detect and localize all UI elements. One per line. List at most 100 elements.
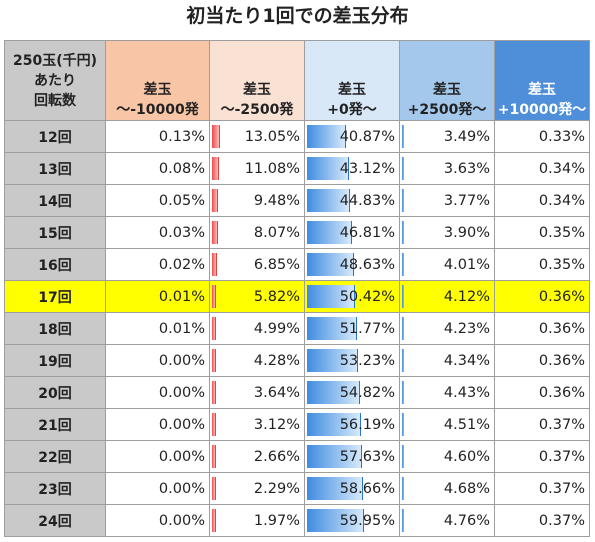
value-cell: 59.95%	[304, 504, 400, 537]
cell-value: 11.08%	[244, 160, 300, 177]
cell-value: 6.85%	[253, 256, 300, 273]
data-bar	[212, 189, 219, 212]
data-bar	[402, 125, 404, 148]
cell-value: 4.12%	[443, 288, 490, 305]
cell-value: 46.81%	[339, 224, 395, 241]
cell-value: 3.64%	[253, 384, 300, 401]
cell-value: 4.23%	[443, 320, 490, 337]
row-label: 15回	[4, 216, 106, 249]
data-bar	[307, 221, 352, 244]
cell-value: 0.35%	[538, 256, 585, 273]
value-cell: 4.60%	[399, 440, 495, 473]
table-row: 23回 0.00% 2.29% 58.66% 4.68% 0.37%	[4, 472, 590, 505]
value-cell: 51.77%	[304, 312, 400, 345]
cell-value: 8.07%	[253, 224, 300, 241]
value-cell: 6.85%	[209, 248, 305, 281]
value-cell: 46.81%	[304, 216, 400, 249]
cell-value: 54.82%	[339, 384, 395, 401]
header-col-3: 差玉 +0発～	[304, 40, 400, 121]
value-cell: 3.49%	[399, 120, 495, 153]
cell-value: 2.29%	[253, 480, 300, 497]
value-cell: 3.63%	[399, 152, 495, 185]
value-cell: 4.51%	[399, 408, 495, 441]
value-cell: 0.35%	[494, 216, 590, 249]
data-bar	[402, 413, 404, 436]
value-cell: 0.08%	[105, 152, 210, 185]
table-row: 16回 0.02% 6.85% 48.63% 4.01% 0.35%	[4, 248, 590, 281]
value-cell: 3.90%	[399, 216, 495, 249]
cell-value: 0.34%	[538, 192, 585, 209]
table-row: 14回 0.05% 9.48% 44.83% 3.77% 0.34%	[4, 184, 590, 217]
value-cell: 3.64%	[209, 376, 305, 409]
header-col-1-line1: 差玉	[143, 82, 172, 98]
cell-value: 57.63%	[339, 448, 395, 465]
cell-value: 0.00%	[158, 416, 205, 433]
value-cell: 0.35%	[494, 248, 590, 281]
cell-value: 44.83%	[339, 192, 395, 209]
cell-value: 43.12%	[339, 160, 395, 177]
cell-value: 0.01%	[158, 320, 205, 337]
value-cell: 0.37%	[494, 504, 590, 537]
value-cell: 5.82%	[209, 280, 305, 313]
cell-value: 0.37%	[538, 448, 585, 465]
cell-value: 0.05%	[158, 192, 205, 209]
table-row: 12回 0.13% 13.05% 40.87% 3.49% 0.33%	[4, 120, 590, 153]
cell-value: 4.68%	[443, 480, 490, 497]
value-cell: 0.05%	[105, 184, 210, 217]
header-spins: 250玉(千円) あたり 回転数	[4, 40, 106, 121]
table-row: 15回 0.03% 8.07% 46.81% 3.90% 0.35%	[4, 216, 590, 249]
value-cell: 0.01%	[105, 280, 210, 313]
data-bar	[307, 317, 357, 340]
row-label: 19回	[4, 344, 106, 377]
data-bar	[402, 317, 404, 340]
data-bar	[212, 125, 221, 148]
header-spins-line3: 回転数	[34, 92, 76, 109]
row-label: 13回	[4, 152, 106, 185]
data-bar	[307, 253, 354, 276]
cell-value: 0.33%	[538, 128, 585, 145]
cell-value: 13.05%	[244, 128, 300, 145]
cell-value: 48.63%	[339, 256, 395, 273]
header-spins-line2: あたり	[34, 72, 76, 89]
header-col-5-line2: +10000発～	[497, 102, 587, 118]
cell-value: 0.13%	[158, 128, 205, 145]
value-cell: 40.87%	[304, 120, 400, 153]
data-bar	[307, 509, 365, 532]
header-col-5: 差玉 +10000発～	[494, 40, 590, 121]
header-col-2: 差玉 ～-2500発	[209, 40, 305, 121]
header-col-4: 差玉 +2500発～	[399, 40, 495, 121]
value-cell: 0.36%	[494, 376, 590, 409]
table-row: 19回 0.00% 4.28% 53.23% 4.34% 0.36%	[4, 344, 590, 377]
cell-value: 0.00%	[158, 480, 205, 497]
data-bar	[307, 125, 347, 148]
value-cell: 0.00%	[105, 504, 210, 537]
table-row: 22回 0.00% 2.66% 57.63% 4.60% 0.37%	[4, 440, 590, 473]
cell-value: 0.00%	[158, 448, 205, 465]
value-cell: 0.00%	[105, 472, 210, 505]
header-col-2-line1: 差玉	[243, 82, 271, 98]
data-bar	[402, 477, 404, 500]
data-bar	[307, 349, 359, 372]
value-cell: 11.08%	[209, 152, 305, 185]
header-spins-line1: 250玉(千円)	[12, 52, 98, 69]
cell-value: 0.01%	[158, 288, 205, 305]
row-label: 23回	[4, 472, 106, 505]
cell-value: 4.34%	[443, 352, 490, 369]
data-bar	[402, 285, 404, 308]
cell-value: 0.34%	[538, 160, 585, 177]
header-col-4-line1: 差玉	[433, 82, 461, 98]
value-cell: 57.63%	[304, 440, 400, 473]
data-bar	[212, 349, 216, 372]
value-cell: 0.02%	[105, 248, 210, 281]
value-cell: 4.43%	[399, 376, 495, 409]
value-cell: 0.37%	[494, 440, 590, 473]
cell-value: 1.97%	[253, 512, 300, 529]
row-label: 24回	[4, 504, 106, 537]
data-bar	[402, 157, 404, 180]
cell-value: 0.37%	[538, 416, 585, 433]
cell-value: 4.76%	[443, 512, 490, 529]
value-cell: 44.83%	[304, 184, 400, 217]
header-row: 250玉(千円) あたり 回転数 差玉 ～-10000発 差玉 ～-2500発 …	[4, 40, 590, 121]
value-cell: 0.36%	[494, 312, 590, 345]
value-cell: 50.42%	[304, 280, 400, 313]
